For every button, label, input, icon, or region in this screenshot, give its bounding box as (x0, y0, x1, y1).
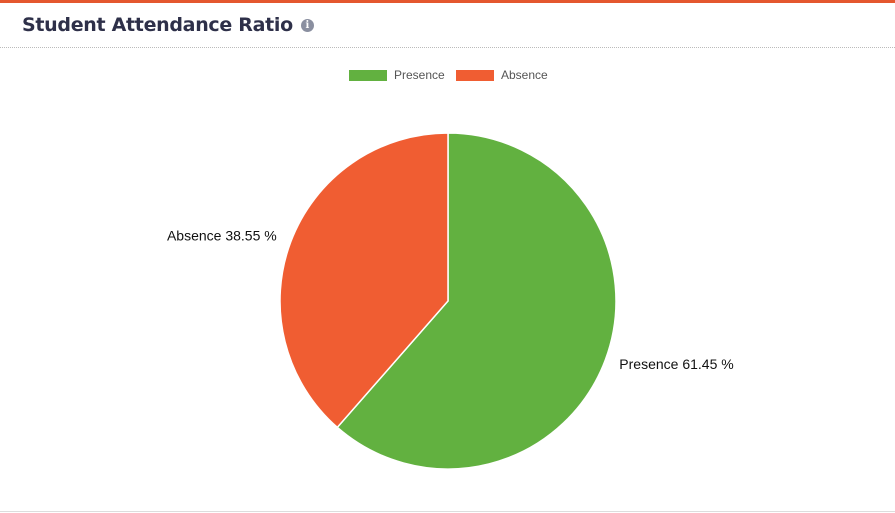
legend-swatch (456, 70, 494, 81)
legend-swatch (349, 70, 387, 81)
legend-label: Presence (394, 68, 445, 82)
card-header: Student Attendance Ratio i (0, 3, 895, 48)
pie-slice (279, 132, 449, 429)
data-label: Absence 38.55 % (167, 227, 277, 243)
chart: Presence Absence Presence 61.45 % Absence 3… (167, 68, 734, 470)
info-icon[interactable]: i (300, 18, 314, 32)
legend-label: Absence (501, 68, 548, 82)
data-label: Presence 61.45 % (619, 356, 733, 372)
card-title: Student Attendance Ratio (22, 14, 293, 36)
pie-slice (336, 132, 617, 470)
